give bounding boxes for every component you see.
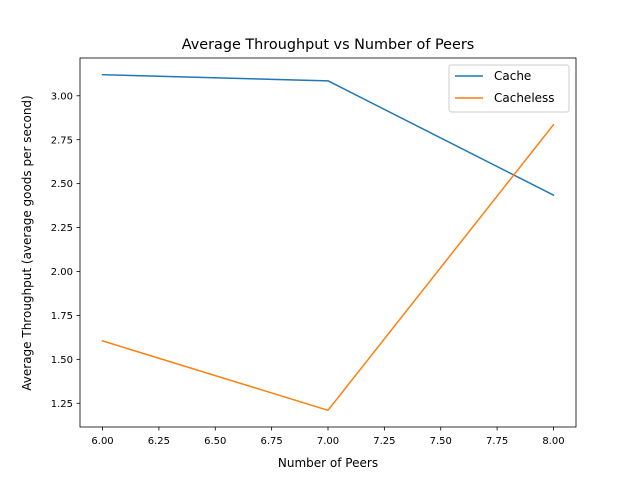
y-tick-label: 2.25 (51, 223, 73, 234)
x-tick-label: 7.00 (317, 436, 339, 447)
x-tick-label: 6.50 (204, 436, 226, 447)
legend-label-cache: Cache (494, 69, 531, 83)
x-axis-label: Number of Peers (278, 456, 378, 470)
series-line-cacheless (101, 123, 555, 412)
x-tick-label: 8.00 (542, 436, 564, 447)
y-axis-label: Average Throughput (average goods per se… (20, 95, 34, 390)
x-tick-label: 7.50 (430, 436, 452, 447)
axes-frame (79, 57, 577, 428)
x-tick-label: 6.75 (261, 436, 283, 447)
x-tick-label: 6.25 (148, 436, 170, 447)
x-tick-label: 6.00 (91, 436, 113, 447)
y-tick-label: 2.00 (51, 267, 73, 278)
chart-title: Average Throughput vs Number of Peers (182, 37, 475, 53)
plot-area: 6.00 6.25 6.50 6.75 7.00 7.25 7.50 7.75 8.00 1.25… (51, 57, 577, 447)
legend: Cache Cacheless (448, 64, 570, 113)
y-tick-label: 1.50 (51, 355, 73, 366)
y-tick-label: 1.75 (51, 311, 73, 322)
legend-label-cacheless: Cacheless (494, 91, 555, 105)
y-tick-label: 1.25 (51, 399, 73, 410)
y-tick-label: 2.75 (51, 135, 73, 146)
y-tick-label: 2.50 (51, 179, 73, 190)
x-tick-label: 7.75 (486, 436, 508, 447)
series-line-cache (101, 73, 555, 197)
x-tick-label: 7.25 (373, 436, 395, 447)
y-tick-label: 3.00 (51, 91, 73, 102)
